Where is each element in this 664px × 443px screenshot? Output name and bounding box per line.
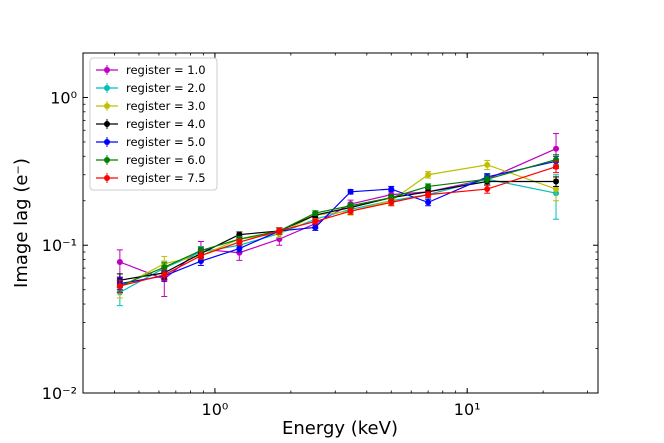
legend-marker bbox=[104, 85, 110, 91]
legend-entry: register = 1.0 bbox=[96, 63, 206, 77]
y-tick-label: 10⁻¹ bbox=[42, 236, 77, 255]
legend-label: register = 4.0 bbox=[126, 117, 206, 131]
y-tick-label: 10⁻² bbox=[42, 384, 77, 403]
series-7 bbox=[116, 160, 560, 293]
legend-entry: register = 5.0 bbox=[96, 135, 206, 149]
legend-label: register = 1.0 bbox=[126, 63, 206, 77]
data-point bbox=[236, 249, 243, 256]
data-point bbox=[425, 183, 432, 190]
data-point bbox=[553, 178, 560, 185]
legend-marker bbox=[104, 139, 110, 145]
data-point bbox=[553, 163, 560, 170]
y-axis-label: Image lag (e⁻) bbox=[11, 158, 32, 288]
x-tick-label: 10¹ bbox=[454, 400, 481, 419]
legend-label: register = 6.0 bbox=[126, 153, 206, 167]
legend-label: register = 5.0 bbox=[126, 135, 206, 149]
data-point bbox=[553, 186, 560, 193]
legend-entry: register = 7.5 bbox=[96, 171, 206, 185]
data-point bbox=[425, 171, 432, 178]
x-tick-label: 10⁰ bbox=[202, 400, 229, 419]
y-tick-label: 10⁰ bbox=[50, 88, 77, 107]
data-point bbox=[197, 252, 204, 259]
data-point bbox=[347, 202, 354, 209]
legend-label: register = 7.5 bbox=[126, 171, 206, 185]
legend-label: register = 3.0 bbox=[126, 99, 206, 113]
data-point bbox=[312, 224, 319, 231]
data-point bbox=[425, 191, 432, 198]
data-point bbox=[425, 199, 432, 206]
legend-marker bbox=[104, 67, 110, 73]
legend-entry: register = 4.0 bbox=[96, 117, 206, 131]
legend-marker bbox=[104, 175, 110, 181]
data-point bbox=[236, 239, 243, 246]
data-point bbox=[312, 210, 319, 217]
data-point bbox=[553, 145, 560, 152]
data-point bbox=[276, 227, 283, 234]
plot-frame bbox=[82, 52, 599, 394]
series-layer bbox=[116, 133, 560, 307]
legend-marker bbox=[104, 103, 110, 109]
data-point bbox=[388, 199, 395, 206]
data-point bbox=[116, 282, 123, 289]
data-point bbox=[484, 186, 491, 193]
data-point bbox=[116, 259, 123, 266]
legend-label: register = 2.0 bbox=[126, 81, 206, 95]
data-point bbox=[484, 176, 491, 183]
legend-entry: register = 3.0 bbox=[96, 99, 206, 113]
tick-layer: 10⁰ 10¹ 10⁻² 10⁻¹ 10⁰ bbox=[42, 53, 598, 419]
x-axis-label: Energy (keV) bbox=[282, 418, 398, 439]
legend-marker bbox=[104, 121, 110, 127]
data-point bbox=[161, 264, 168, 271]
legend: register = 1.0 register = 2.0 register = 3… bbox=[89, 57, 218, 191]
legend-entry: register = 6.0 bbox=[96, 153, 206, 167]
legend-box bbox=[89, 57, 218, 191]
data-point bbox=[347, 188, 354, 195]
data-point bbox=[312, 218, 319, 225]
data-point bbox=[388, 186, 395, 193]
data-point bbox=[484, 161, 491, 168]
legend-marker bbox=[104, 157, 110, 163]
data-point bbox=[161, 271, 168, 278]
legend-entry: register = 2.0 bbox=[96, 81, 206, 95]
data-point bbox=[236, 245, 243, 252]
data-point bbox=[347, 208, 354, 215]
